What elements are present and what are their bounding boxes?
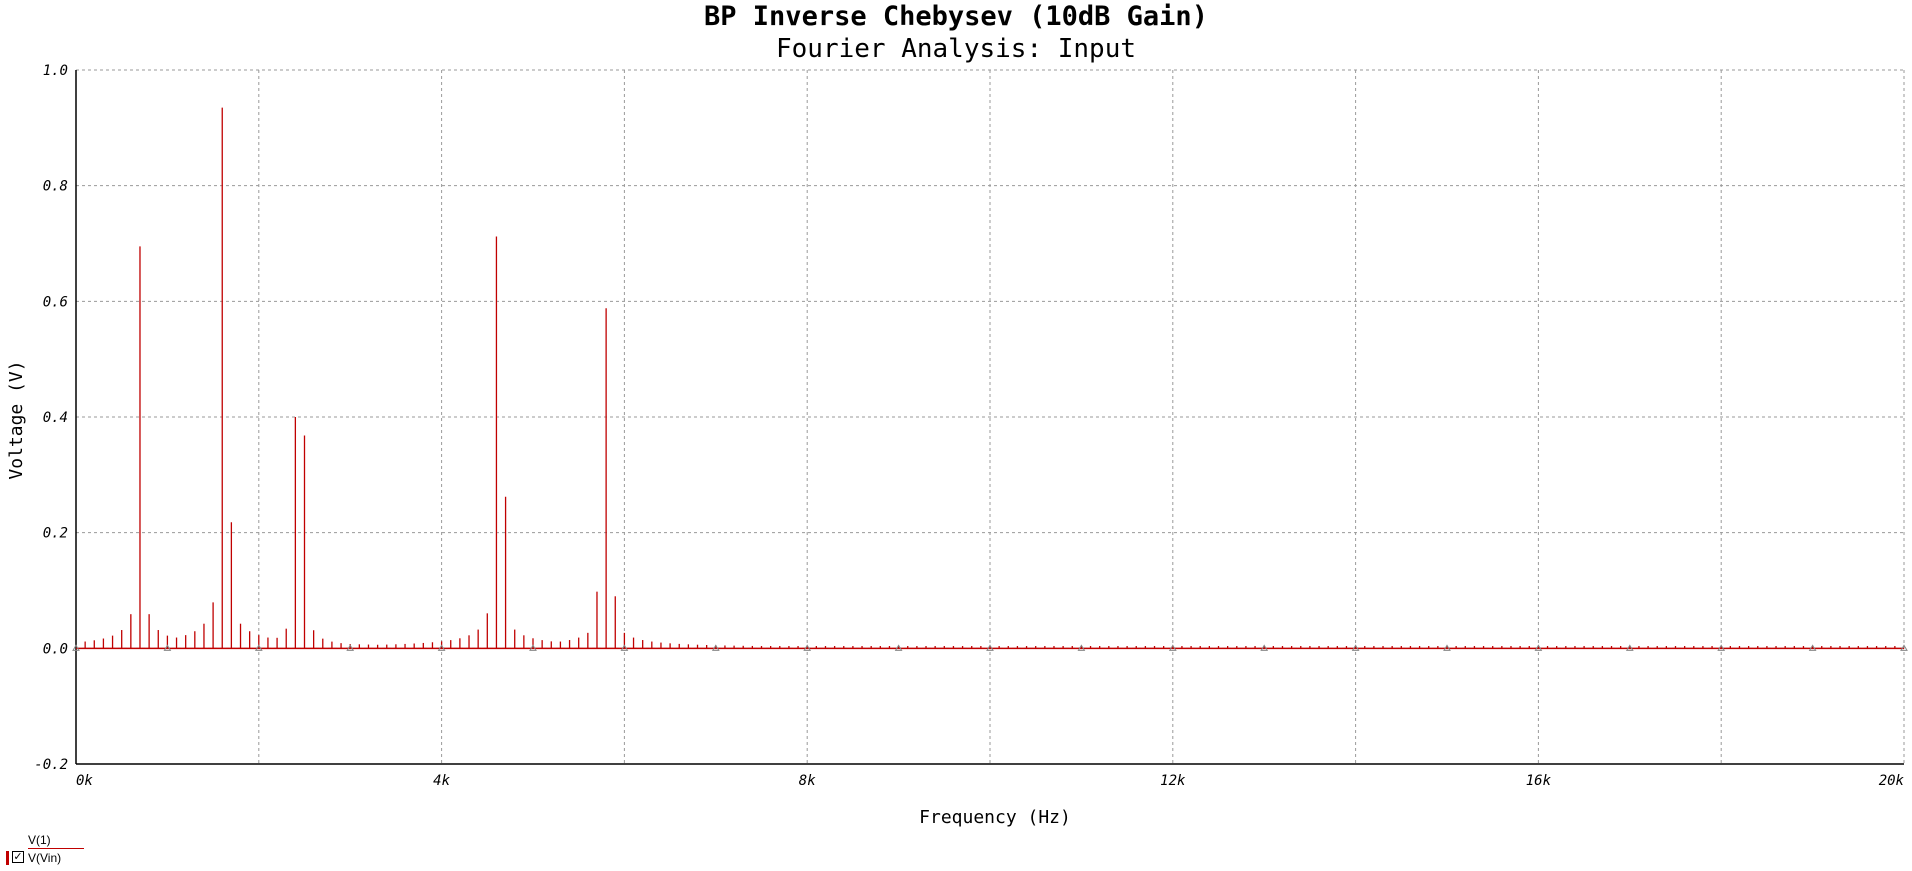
baseline-marker bbox=[1625, 644, 1634, 651]
baseline-marker bbox=[72, 644, 80, 651]
baseline-marker bbox=[620, 644, 629, 651]
y-axis-label: Voltage (V) bbox=[6, 360, 27, 479]
legend: V(1) ✓ V(Vin) bbox=[6, 830, 96, 870]
baseline-marker bbox=[1260, 644, 1269, 651]
x-tick-label: 8k bbox=[799, 773, 816, 789]
legend-line-v1 bbox=[28, 848, 84, 849]
baseline-marker bbox=[1077, 644, 1086, 651]
baseline-marker bbox=[803, 644, 812, 651]
tick-labels: 1.0 0.8 0.6 0.4 0.2 0.0 -0.2 0k 4k 8k 12k 16k 20k bbox=[34, 63, 1904, 789]
baseline-marker bbox=[163, 644, 172, 651]
legend-entry-vvin[interactable]: V(Vin) bbox=[28, 851, 62, 865]
baseline-marker bbox=[1443, 644, 1451, 651]
baseline-marker bbox=[1534, 644, 1543, 651]
baseline-marker bbox=[1808, 644, 1817, 651]
x-tick-label: 12k bbox=[1160, 773, 1186, 789]
x-tick-label: 0k bbox=[76, 773, 93, 789]
y-tick-label: 0.4 bbox=[43, 410, 68, 426]
legend-checkbox-vvin[interactable]: ✓ bbox=[12, 851, 24, 863]
baseline-marker bbox=[437, 644, 446, 651]
x-tick-label: 20k bbox=[1879, 773, 1905, 789]
x-tick-label: 16k bbox=[1526, 773, 1552, 789]
y-tick-label: 0.6 bbox=[43, 294, 68, 310]
baseline-marker bbox=[1168, 644, 1177, 651]
y-tick-label: 0.2 bbox=[43, 526, 68, 542]
x-axis-label: Frequency (Hz) bbox=[919, 807, 1071, 828]
baseline-marker bbox=[1900, 644, 1908, 651]
y-tick-label: -0.2 bbox=[34, 757, 68, 773]
baseline-marker bbox=[254, 644, 263, 651]
y-tick-label: 1.0 bbox=[43, 63, 68, 79]
legend-marker bbox=[6, 851, 9, 865]
chart-title: BP Inverse Chebysev (10dB Gain) bbox=[704, 1, 1208, 32]
fourier-plot: 1.0 0.8 0.6 0.4 0.2 0.0 -0.2 0k 4k 8k 12k 16k 20k Fr… bbox=[6, 63, 1908, 828]
x-tick-label: 4k bbox=[433, 773, 450, 789]
y-tick-label: 0.0 bbox=[43, 641, 68, 657]
spectrum-lines bbox=[72, 107, 1908, 651]
baseline-marker bbox=[529, 644, 537, 651]
baseline-marker bbox=[711, 644, 720, 651]
baseline-marker bbox=[894, 644, 903, 651]
legend-entry-v1[interactable]: V(1) bbox=[28, 833, 51, 847]
baseline-marker bbox=[1351, 644, 1360, 651]
baseline-marker bbox=[1717, 644, 1726, 651]
baseline-marker bbox=[986, 644, 994, 651]
baseline-marker bbox=[346, 644, 355, 651]
y-tick-label: 0.8 bbox=[43, 179, 68, 195]
grid-lines bbox=[76, 69, 1905, 764]
chart-subtitle: Fourier Analysis: Input bbox=[775, 34, 1137, 64]
